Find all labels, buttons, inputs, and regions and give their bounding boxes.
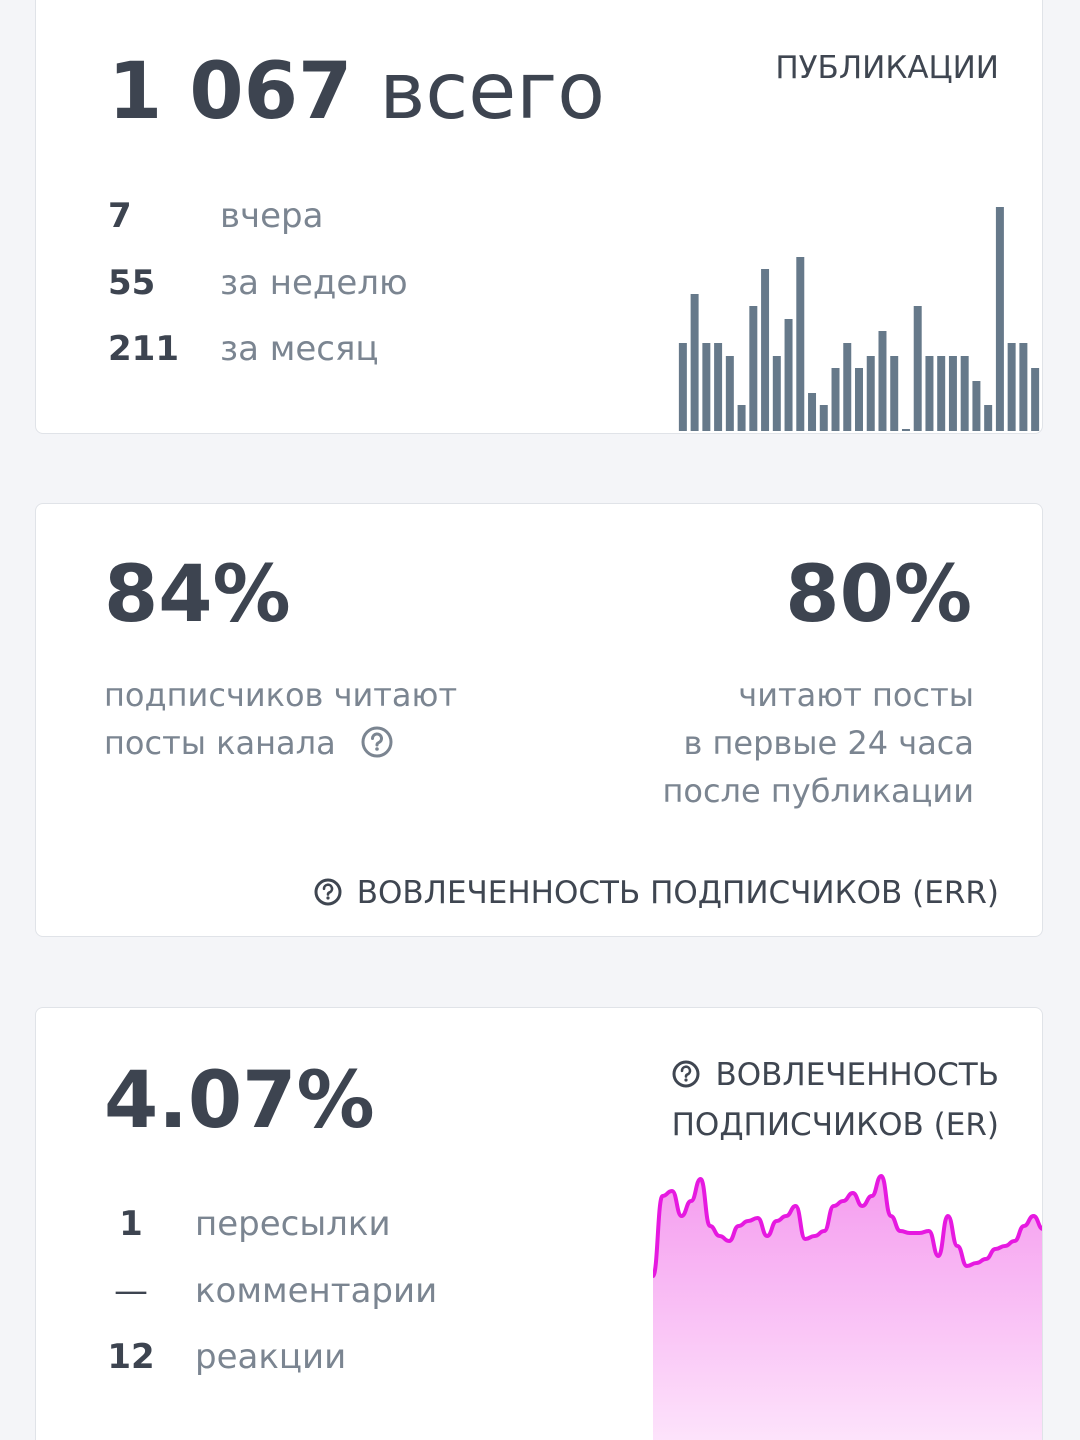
stat-label: пересылки (195, 1204, 391, 1244)
bar (737, 405, 746, 431)
err-footer: ВОВЛЕЧЕННОСТЬ ПОДПИСЧИКОВ (ERR) (313, 878, 999, 909)
reach-text-line: посты канала (104, 724, 336, 762)
bar (1019, 343, 1028, 431)
bar (714, 343, 723, 431)
bar (948, 356, 957, 431)
stat-value: 12 (107, 1337, 155, 1377)
stat-value: 211 (108, 329, 179, 369)
bar (984, 405, 993, 431)
stat-label: вчера (220, 196, 324, 236)
bar (1031, 368, 1040, 431)
reach-value: 84% (104, 550, 291, 640)
bar (960, 356, 969, 431)
bar (808, 393, 817, 431)
bar (819, 405, 828, 431)
er-title-line: ВОВЛЕЧЕННОСТЬ (715, 1057, 999, 1093)
bar (725, 356, 734, 431)
bar (937, 356, 946, 431)
total-value: 1 067 (108, 47, 353, 137)
reach-24h-text: в первые 24 часа (683, 724, 974, 762)
bar (784, 319, 793, 431)
bar (678, 343, 687, 431)
reach-text: посты канала (104, 724, 394, 762)
bar (855, 368, 863, 431)
stat-label: за месяц (220, 329, 379, 369)
stat-label: комментарии (195, 1271, 438, 1311)
er-value: 4.07% (104, 1056, 375, 1146)
bar (690, 294, 699, 431)
reach-24h-text: после публикации (662, 772, 974, 810)
bar (831, 368, 840, 431)
bar (972, 381, 981, 431)
bar (901, 429, 910, 431)
reach-text: подписчиков читают (104, 676, 458, 714)
total-line: 1 067 всего (108, 53, 605, 131)
bar (878, 331, 887, 431)
bar (772, 356, 781, 431)
bar (843, 343, 852, 431)
er-title: ВОВЛЕЧЕННОСТЬ (671, 1060, 999, 1091)
bar (995, 207, 1004, 431)
bar (890, 356, 899, 431)
bar (866, 356, 875, 431)
bar (749, 306, 758, 431)
stat-label: за неделю (220, 263, 408, 303)
stat-value: 55 (108, 263, 156, 303)
total-label: всего (379, 47, 605, 137)
area-fill (653, 1176, 1042, 1440)
reach-24h-value: 80% (785, 550, 972, 640)
stat-value: — (114, 1271, 148, 1311)
area-chart (653, 1174, 1042, 1440)
bar (925, 356, 934, 431)
err-label: ВОВЛЕЧЕННОСТЬ ПОДПИСЧИКОВ (ERR) (356, 875, 999, 911)
bar (702, 343, 711, 431)
bar (1007, 343, 1016, 431)
reach-card: 84% подписчиков читают посты канала 80% … (35, 503, 1043, 937)
card-title: ПУБЛИКАЦИИ (775, 50, 999, 86)
bar (796, 257, 805, 431)
help-icon[interactable] (671, 1059, 701, 1089)
engagement-card: 4.07% ВОВЛЕЧЕННОСТЬ ПОДПИСЧИКОВ (ER) 1 п… (35, 1007, 1043, 1440)
line (653, 1174, 1042, 1278)
help-icon[interactable] (360, 725, 394, 759)
stat-value: 7 (108, 196, 132, 236)
bar (761, 269, 770, 431)
publications-card: 1 067 всего ПУБЛИКАЦИИ 7 вчера 55 за нед… (35, 0, 1043, 434)
bar-chart (678, 207, 1040, 431)
stat-value: 1 (119, 1204, 143, 1244)
er-title-line: ПОДПИСЧИКОВ (ER) (671, 1107, 999, 1143)
reach-24h-text: читают посты (738, 676, 974, 714)
bar (913, 306, 922, 431)
help-icon[interactable] (313, 877, 343, 907)
stat-label: реакции (195, 1337, 347, 1377)
